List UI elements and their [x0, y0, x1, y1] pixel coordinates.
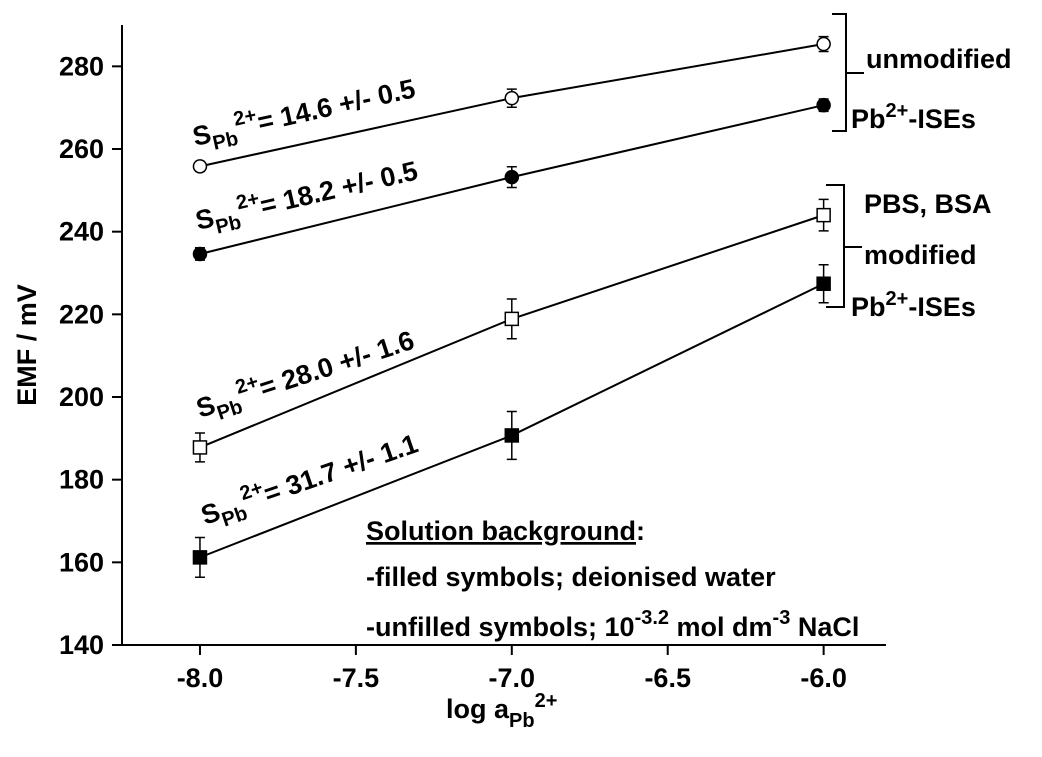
slope-labels: SPb2+= 14.6 +/- 0.5 SPb2+= 18.2 +/- 0.5 … — [189, 70, 422, 531]
slope-label: SPb2+= 28.0 +/- 1.6 — [191, 321, 420, 430]
x-title-sub: Pb — [509, 710, 535, 732]
marker — [192, 159, 208, 174]
marker — [504, 169, 520, 185]
marker — [816, 276, 831, 291]
y-tick-label: 240 — [59, 217, 104, 247]
y-tick-label: 140 — [59, 630, 104, 660]
group-label: Pb2+-ISEs — [851, 288, 976, 322]
y-tick-label: 260 — [59, 134, 104, 164]
slope-label: SPb2+= 14.6 +/- 0.5 — [189, 70, 420, 159]
group-label: Pb2+-ISEs — [851, 100, 976, 134]
note-colon: : — [636, 516, 645, 546]
note-heading: Solution background: — [366, 516, 645, 546]
note-line: -filled symbols; deionised water — [366, 562, 776, 592]
slope-sub: Pb — [219, 502, 250, 531]
marker — [816, 207, 831, 223]
slope-sup: 2+ — [231, 104, 258, 130]
marker — [816, 97, 831, 113]
group-label: modified — [864, 240, 977, 270]
group-label: unmodified — [866, 44, 1011, 74]
x-tick-label: -6.0 — [800, 663, 847, 693]
group-label-sup: 2+ — [886, 288, 909, 310]
marker — [816, 36, 831, 52]
note-heading-text: Solution background — [366, 516, 636, 546]
slope-sup: 2+ — [234, 188, 261, 215]
marker — [192, 440, 208, 455]
group-label: PBS, BSA — [864, 189, 992, 219]
x-title-sup: 2+ — [535, 690, 558, 712]
group-label-sup: 2+ — [886, 100, 909, 122]
y-tick-label: 160 — [59, 547, 104, 577]
y-axis-title: EMF / mV — [12, 284, 42, 406]
y-tick-label: 220 — [59, 299, 104, 329]
y-tick-label: 180 — [59, 465, 104, 495]
group-label-part: Pb — [851, 292, 886, 322]
x-tick-label: -8.0 — [177, 663, 224, 693]
x-axis-title: log aPb2+ — [446, 690, 557, 732]
marker — [504, 311, 520, 327]
slope-sub: Pb — [214, 396, 245, 425]
x-title-main: log a — [446, 694, 510, 724]
slope-value: = 31.7 +/- 1.1 — [260, 428, 422, 509]
x-tick-label: -7.5 — [333, 663, 380, 693]
y-tick-label: 280 — [59, 51, 104, 81]
x-tick-label: -6.5 — [644, 663, 691, 693]
note-sup: -3 — [773, 607, 791, 629]
marker — [504, 90, 520, 106]
bracket — [832, 13, 864, 132]
slope-sub: Pb — [214, 211, 244, 238]
marker — [504, 428, 520, 443]
marker — [192, 246, 208, 262]
note-part: mol dm — [669, 612, 773, 642]
x-tick-label: -7.0 — [489, 663, 536, 693]
y-tick-label: 200 — [59, 382, 104, 412]
note-part: -unfilled symbols; 10 — [366, 612, 635, 642]
slope-sub: Pb — [211, 128, 241, 155]
slope-value: = 14.6 +/- 0.5 — [255, 73, 418, 137]
slope-value: = 18.2 +/- 0.5 — [257, 156, 420, 221]
slope-label: SPb2+= 18.2 +/- 0.5 — [192, 152, 422, 243]
group-label-part: -ISEs — [908, 292, 976, 322]
note-sup: -3.2 — [635, 607, 669, 629]
marker — [192, 550, 208, 565]
note-part: NaCl — [790, 612, 859, 642]
bracket — [826, 184, 862, 308]
brackets — [826, 13, 864, 308]
group-label-part: Pb — [851, 104, 886, 134]
note-line: -unfilled symbols; 10-3.2 mol dm-3 NaCl — [366, 607, 859, 642]
group-label-part: -ISEs — [908, 104, 976, 134]
